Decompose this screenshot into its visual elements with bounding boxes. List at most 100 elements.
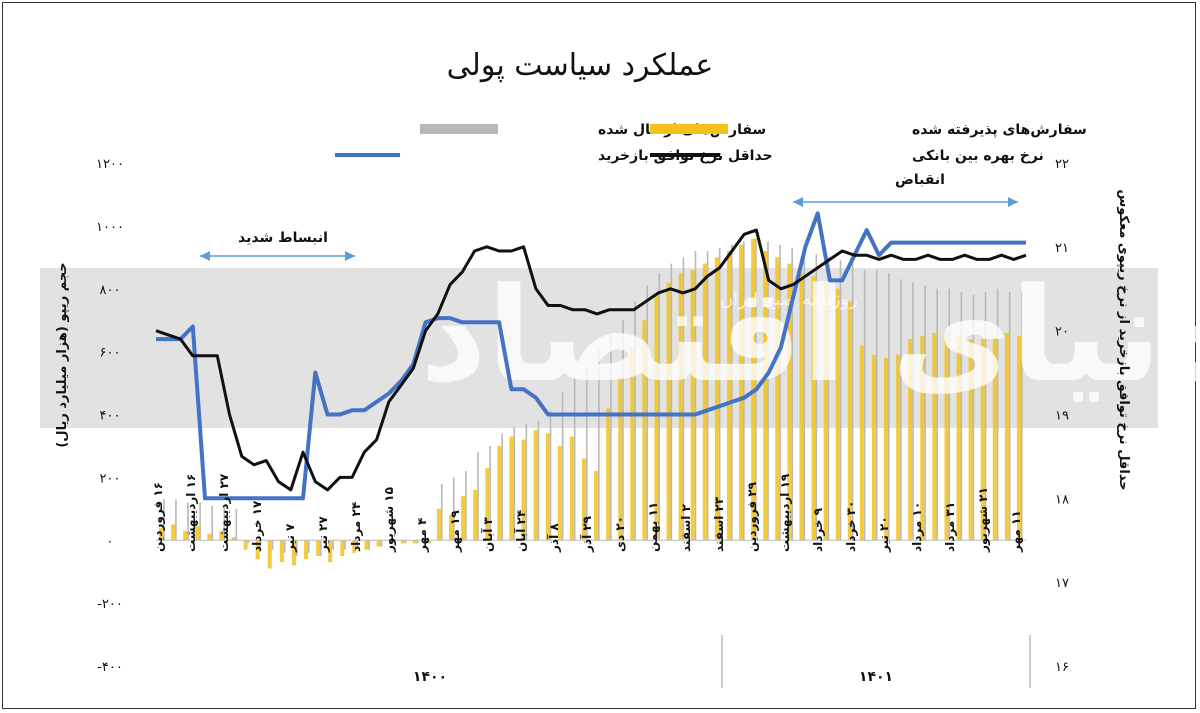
bar-submitted bbox=[924, 285, 926, 541]
bar-submitted bbox=[839, 260, 842, 541]
x-tick-label: ۱۱ بهمن bbox=[646, 502, 660, 552]
bar-accepted bbox=[279, 540, 284, 563]
bar-accepted bbox=[956, 335, 961, 541]
bar-accepted bbox=[436, 508, 441, 541]
x-tick-label: ۲۱ شهریور bbox=[976, 487, 991, 553]
bar-accepted bbox=[654, 295, 659, 541]
x-tick-label: ۱۹ اردیبهشت bbox=[778, 473, 792, 552]
bar-accepted bbox=[424, 540, 429, 544]
bar-accepted bbox=[159, 527, 164, 541]
bar-accepted bbox=[787, 263, 792, 541]
x-tick-label: ۲۷ اردیبهشت bbox=[217, 473, 231, 552]
bar-accepted bbox=[835, 288, 840, 541]
contraction-arrow-right bbox=[1008, 197, 1018, 207]
bar-submitted bbox=[791, 247, 793, 541]
bar-submitted bbox=[960, 291, 963, 541]
bar-accepted bbox=[847, 301, 852, 541]
bar-submitted bbox=[163, 499, 165, 541]
bar-accepted bbox=[352, 540, 357, 553]
y-tick-left: ۶۰۰ bbox=[100, 346, 121, 361]
bar-accepted bbox=[896, 354, 901, 541]
bar-accepted bbox=[980, 339, 985, 541]
bar-submitted bbox=[259, 540, 262, 547]
bar-accepted bbox=[219, 530, 224, 541]
bar-submitted bbox=[513, 427, 516, 541]
bar-accepted bbox=[908, 339, 913, 541]
bar-submitted bbox=[199, 502, 201, 541]
bar-accepted bbox=[521, 439, 526, 541]
bar-submitted bbox=[404, 540, 407, 544]
bar-submitted bbox=[271, 540, 274, 550]
expansion-arrow-left bbox=[200, 251, 210, 261]
bar-submitted bbox=[585, 364, 588, 541]
bar-submitted bbox=[465, 471, 467, 541]
x-tick-label: ۱۶ فروردین bbox=[151, 482, 166, 552]
y-tick-left: ۱۲۰۰ bbox=[96, 157, 124, 172]
bar-submitted bbox=[1008, 291, 1011, 541]
bar-submitted bbox=[900, 279, 902, 541]
x-tick-label: ۹ خرداد bbox=[811, 507, 825, 552]
legend-swatch-submitted bbox=[420, 124, 498, 134]
bar-accepted bbox=[545, 433, 550, 541]
bar-submitted bbox=[440, 483, 443, 541]
bar-accepted bbox=[714, 257, 719, 541]
bar-accepted bbox=[871, 354, 876, 541]
bar-accepted bbox=[630, 348, 635, 541]
bar-submitted bbox=[501, 433, 503, 541]
bar-submitted bbox=[308, 540, 310, 553]
bar-submitted bbox=[622, 320, 624, 541]
x-tick-label: ۲۰ دی bbox=[613, 516, 627, 552]
bar-submitted bbox=[223, 505, 226, 541]
bar-submitted bbox=[670, 263, 673, 541]
bar-submitted bbox=[453, 477, 455, 541]
bar-submitted bbox=[428, 540, 431, 544]
bar-submitted bbox=[984, 291, 987, 541]
bar-submitted bbox=[416, 540, 419, 544]
x-tick-label: ۱۹ مهر bbox=[448, 510, 462, 553]
annotation-expansion: انبساط شدید bbox=[200, 230, 355, 261]
y-axis-left: ۱۲۰۰ ۱۰۰۰ ۸۰۰ ۶۰۰ ۴۰۰ ۲۰۰ ۰ -۲۰۰ -۴۰۰ bbox=[96, 157, 124, 675]
bar-accepted bbox=[340, 540, 345, 556]
bar-accepted bbox=[944, 332, 949, 541]
bar-submitted bbox=[658, 273, 661, 541]
bar-accepted bbox=[485, 467, 490, 541]
bar-accepted bbox=[968, 339, 973, 541]
bar-submitted bbox=[247, 540, 250, 544]
y-tick-left: -۴۰۰ bbox=[97, 660, 123, 675]
bar-accepted bbox=[992, 335, 997, 541]
y-tick-left: ۴۰۰ bbox=[100, 409, 121, 424]
x-axis: ۱۶ فروردین ۱۶ اردیبهشت ۲۷ اردیبهشت ۱۷ خرداد… bbox=[151, 473, 1023, 553]
bar-accepted bbox=[690, 269, 695, 541]
year-label-1401: ۱۴۰۱ bbox=[859, 669, 893, 685]
bar-submitted bbox=[815, 254, 818, 541]
bar-submitted bbox=[1020, 291, 1023, 541]
bar-accepted bbox=[231, 537, 236, 541]
bar-accepted bbox=[497, 445, 502, 541]
expansion-arrow-right bbox=[345, 251, 355, 261]
line-group bbox=[155, 211, 1027, 501]
x-tick-label: ۴ مهر bbox=[415, 518, 429, 553]
contraction-arrow-left bbox=[793, 197, 803, 207]
chart-title: عملکرد سیاست پولی bbox=[447, 48, 714, 83]
bar-accepted bbox=[509, 436, 514, 541]
x-tick-label: ۱۷ خرداد bbox=[250, 500, 264, 552]
bar-submitted bbox=[888, 273, 890, 541]
bar-submitted bbox=[598, 348, 600, 541]
legend: سفارش‌های ارسال شده سفارش‌های پذیرفته شد… bbox=[335, 122, 1087, 164]
bar-accepted bbox=[678, 273, 683, 541]
bar-accepted bbox=[594, 471, 599, 541]
bar-accepted bbox=[461, 496, 466, 541]
watermark-band-text: روزنامه صبح ایران bbox=[720, 289, 858, 310]
bar-submitted bbox=[863, 269, 866, 541]
bar-accepted bbox=[702, 263, 707, 541]
bar-submitted bbox=[537, 420, 540, 541]
bar-submitted bbox=[610, 335, 612, 541]
bar-accepted bbox=[726, 251, 731, 541]
bar-accepted bbox=[739, 244, 744, 541]
y-tick-right: ۱۷ bbox=[1055, 576, 1069, 591]
bar-accepted bbox=[799, 273, 804, 541]
x-tick-label: ۱۱ مهر bbox=[1009, 510, 1023, 553]
bar-accepted bbox=[811, 276, 816, 541]
bar-accepted bbox=[533, 430, 538, 541]
bar-submitted bbox=[320, 540, 322, 556]
